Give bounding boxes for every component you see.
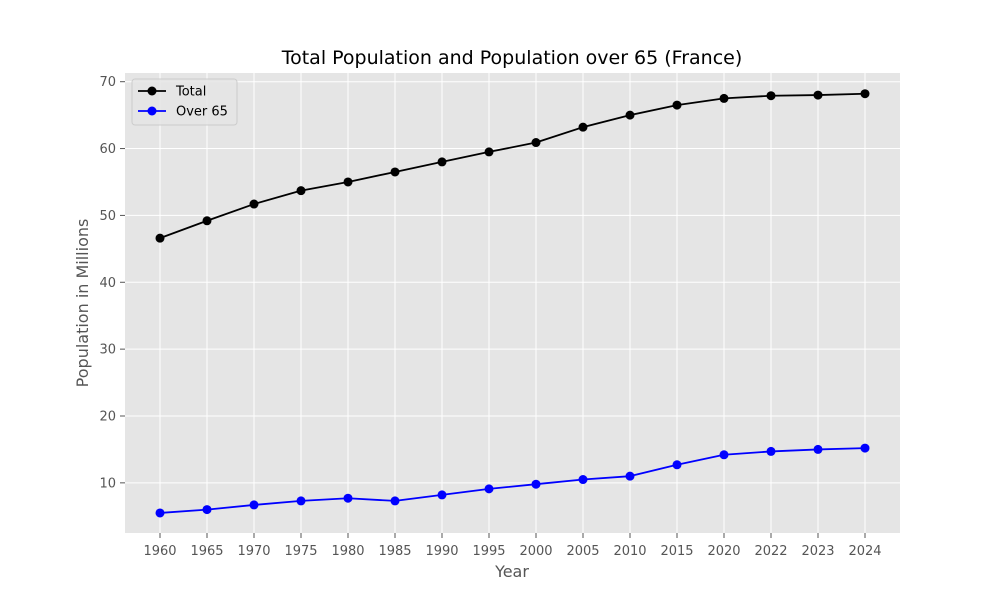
data-point-total [813,90,823,100]
legend-label: Over 65 [176,105,228,120]
y-tick-label: 70 [99,75,116,90]
data-point-over-65 [531,479,541,489]
y-tick-label: 10 [99,476,116,491]
y-axis-label: Population in Millions [73,219,92,388]
x-tick-label: 1990 [425,544,458,559]
data-point-total [390,167,400,177]
data-point-total [766,91,776,101]
y-tick-label: 60 [99,142,116,157]
x-tick-label: 2023 [801,544,834,559]
plot-area [125,73,900,533]
y-tick-label: 50 [99,209,116,224]
data-point-over-65 [296,496,306,506]
series-group [155,89,870,518]
data-point-total [437,157,447,167]
axes: 1960 1965 1970 1975 1980 1985 1990 1995 2000 2005… [99,75,881,559]
data-point-over-65 [578,475,588,485]
x-tick-label: 1995 [472,544,505,559]
x-tick-label: 2020 [707,544,740,559]
data-point-over-65 [484,484,494,494]
y-tick-label: 20 [99,409,116,424]
x-tick-label: 1965 [190,544,223,559]
x-tick-label: 2000 [519,544,552,559]
legend-label: Total [175,85,206,100]
legend-marker [147,86,157,96]
data-point-total [860,89,870,99]
y-tick-label: 40 [99,276,116,291]
x-tick-label: 1985 [378,544,411,559]
x-tick-label: 2015 [660,544,693,559]
chart-title: Total Population and Population over 65 … [281,47,743,69]
data-point-over-65 [813,444,823,454]
data-point-over-65 [860,443,870,453]
data-point-over-65 [625,471,635,481]
x-tick-label: 1970 [237,544,270,559]
x-tick-label: 1960 [143,544,176,559]
data-point-total [578,122,588,132]
data-point-over-65 [672,460,682,470]
legend-marker [147,106,157,116]
data-point-over-65 [390,496,400,506]
x-tick-label: 2010 [613,544,646,559]
data-point-over-65 [249,500,259,510]
series-line-over-65 [159,447,866,514]
x-tick-label: 1980 [331,544,364,559]
data-point-total [625,110,635,120]
legend: Total Over 65 [131,78,238,126]
data-point-total [672,100,682,110]
x-tick-label: 2024 [848,544,881,559]
data-point-total [531,138,541,148]
data-point-total [343,177,353,187]
data-point-total [155,233,165,243]
data-point-over-65 [766,446,776,456]
data-point-total [484,147,494,157]
data-point-over-65 [719,450,729,460]
x-tick-label: 2005 [566,544,599,559]
y-tick-label: 30 [99,343,116,358]
x-axis-label: Year [494,562,529,581]
data-point-over-65 [202,505,212,515]
data-point-over-65 [343,493,353,503]
series-line-total [159,92,866,239]
data-point-total [249,199,259,209]
data-point-over-65 [155,508,165,518]
x-tick-label: 2022 [754,544,787,559]
grid-lines [125,73,900,533]
x-tick-label: 1975 [284,544,317,559]
data-point-total [202,216,212,226]
data-point-total [296,186,306,196]
data-point-over-65 [437,490,447,500]
data-point-total [719,93,729,103]
